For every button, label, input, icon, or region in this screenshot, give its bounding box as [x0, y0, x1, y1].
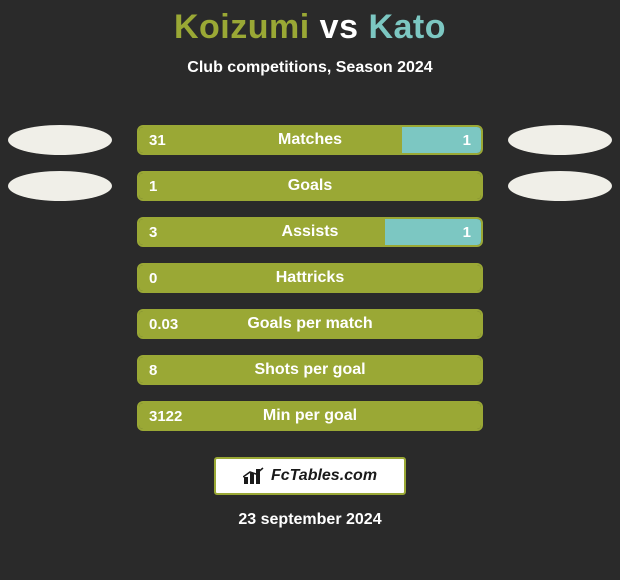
stat-row: Matches311 — [0, 117, 620, 163]
stat-bar: Assists31 — [137, 217, 483, 247]
stat-bar-left-fill — [139, 357, 481, 383]
stat-row: Goals per match0.03 — [0, 301, 620, 347]
player2-ellipse — [508, 171, 612, 201]
page-title: Koizumi vs Kato — [0, 8, 620, 47]
stat-bar: Shots per goal8 — [137, 355, 483, 385]
stat-bar: Min per goal3122 — [137, 401, 483, 431]
stat-bar-left-fill — [139, 173, 481, 199]
stat-row: Assists31 — [0, 209, 620, 255]
stat-bar-right-fill — [385, 219, 481, 245]
stat-row: Min per goal3122 — [0, 393, 620, 439]
stats-area: Matches311 Goals1 Assists31 Hattricks0 Goals… — [0, 117, 620, 439]
stat-bar-left-fill — [139, 311, 481, 337]
subtitle: Club competitions, Season 2024 — [0, 59, 620, 77]
player1-ellipse — [8, 125, 112, 155]
player2-name: Kato — [368, 8, 446, 46]
player1-name: Koizumi — [174, 8, 310, 46]
stat-bar-left-fill — [139, 265, 481, 291]
stat-bar: Matches311 — [137, 125, 483, 155]
player1-ellipse — [8, 171, 112, 201]
stat-row: Hattricks0 — [0, 255, 620, 301]
stat-bar: Goals1 — [137, 171, 483, 201]
footer-date: 23 september 2024 — [0, 511, 620, 529]
stat-bar: Hattricks0 — [137, 263, 483, 293]
stat-bar-right-fill — [402, 127, 481, 153]
stat-bar-left-fill — [139, 127, 402, 153]
stat-bar: Goals per match0.03 — [137, 309, 483, 339]
fctables-badge-text: FcTables.com — [271, 467, 377, 485]
stat-bar-left-fill — [139, 403, 481, 429]
player2-ellipse — [508, 125, 612, 155]
fctables-badge[interactable]: FcTables.com — [214, 457, 406, 495]
stat-row: Goals1 — [0, 163, 620, 209]
title-wrap: Koizumi vs Kato — [0, 0, 620, 47]
bars-icon — [243, 467, 265, 485]
stat-row: Shots per goal8 — [0, 347, 620, 393]
stat-bar-left-fill — [139, 219, 385, 245]
vs-text: vs — [320, 8, 359, 46]
